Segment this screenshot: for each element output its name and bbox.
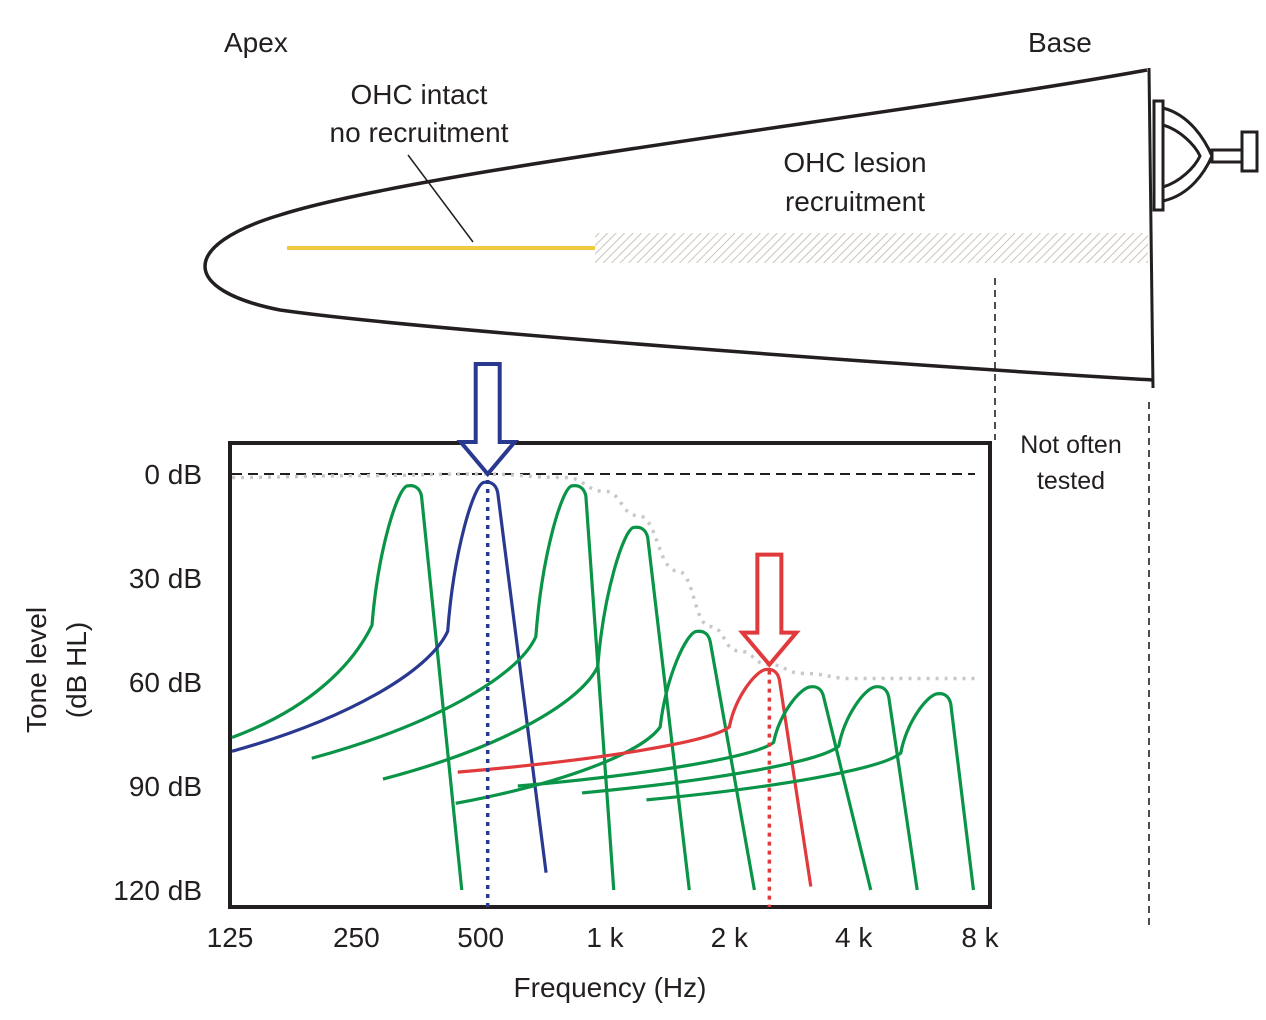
not-tested-label-line1: Not often (1020, 431, 1121, 459)
tuning-curve-2500 (457, 667, 813, 887)
stapes-icon (1152, 99, 1259, 212)
y-tick-label: 0 dB (144, 459, 202, 490)
tuning-curve-1200 (382, 525, 691, 891)
x-axis-ticks: 125 250 500 1 k 2 k 4 k 8 k (207, 922, 1000, 953)
y-axis-label-line1: Tone level (21, 607, 52, 733)
ohc-lesion-hatch (595, 233, 1148, 263)
audiogram-chart: 0 dB 30 dB 60 dB 90 dB 120 dB 125 250 500 1 k 2 … (21, 362, 1000, 1003)
tuning-curve-1700 (455, 629, 756, 891)
intact-label-line2: no recruitment (330, 117, 509, 148)
intact-label-leader (407, 154, 474, 243)
cochlea-diagram: Apex Base OHC intact no recruitment OHC … (203, 27, 1259, 925)
cochlea-outline (203, 68, 1154, 382)
tuning-curve-4600 (581, 685, 919, 891)
x-tick-label: 1 k (586, 922, 624, 953)
frequency-markers (456, 362, 801, 907)
apex-label: Apex (224, 27, 288, 58)
lesion-label-line1: OHC lesion (783, 147, 926, 178)
cochlea-base-wall (1147, 67, 1155, 389)
x-tick-label: 2 k (711, 922, 749, 953)
y-tick-label: 60 dB (129, 667, 202, 698)
y-axis-ticks: 0 dB 30 dB 60 dB 90 dB 120 dB (113, 459, 202, 906)
threshold-curve (231, 472, 978, 681)
x-tick-label: 8 k (961, 922, 999, 953)
plot-frame (228, 441, 992, 909)
tuning-curve-6500 (646, 692, 976, 891)
base-label: Base (1028, 27, 1092, 58)
tuning-curve-850 (311, 484, 616, 891)
lesion-arrow-icon (738, 552, 801, 668)
tuning-curve-350 (231, 484, 464, 891)
intact-arrow-icon (456, 362, 520, 478)
tuning-curve-3200 (517, 685, 873, 891)
y-tick-label: 90 dB (129, 771, 202, 802)
y-tick-label: 120 dB (113, 875, 202, 906)
x-tick-label: 4 k (835, 922, 873, 953)
y-tick-label: 30 dB (129, 563, 202, 594)
not-tested-label-line2: tested (1037, 467, 1105, 495)
threshold-dotted-line (231, 472, 978, 681)
x-axis-label: Frequency (Hz) (514, 972, 707, 1003)
tuning-curves (231, 480, 976, 891)
x-tick-label: 250 (333, 922, 380, 953)
lesion-label-line2: recruitment (785, 186, 925, 217)
x-tick-label: 125 (207, 922, 254, 953)
y-axis-label-line2: (dB HL) (61, 622, 92, 718)
intact-label-line1: OHC intact (351, 79, 488, 110)
x-tick-label: 500 (457, 922, 504, 953)
